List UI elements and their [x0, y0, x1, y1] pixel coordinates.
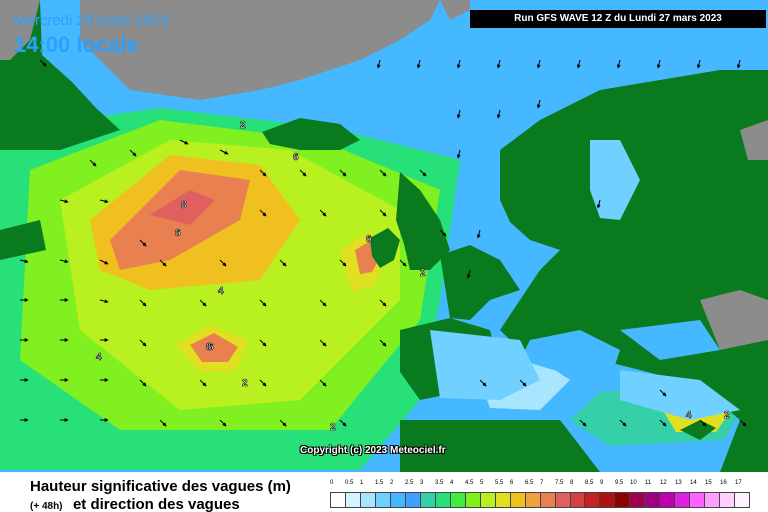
legend-tick: 1 [360, 480, 364, 486]
land [0, 0, 768, 472]
copyright: Copyright (c) 2023 Meteociel.fr [300, 445, 446, 456]
map-title: Hauteur significative des vagues (m) [30, 478, 291, 495]
lead-time: (+ 48h) [30, 501, 63, 512]
subtitle-text: et direction des vagues [72, 496, 240, 512]
contour-label: 4 [218, 286, 224, 297]
contour-label: 6 [208, 342, 214, 353]
footer-panel: Hauteur significative des vagues (m) (+ … [0, 472, 768, 512]
legend-tick: 14 [690, 480, 697, 486]
legend-swatch [645, 493, 661, 507]
ice-regions [0, 0, 768, 350]
legend-tick: 4 [450, 480, 454, 486]
legend-swatch [585, 493, 601, 507]
inland-seas [430, 140, 740, 420]
legend-tick: 2 [390, 480, 394, 486]
legend-bar [330, 492, 750, 508]
legend-swatch [735, 493, 750, 507]
legend-swatch [615, 493, 631, 507]
legend-swatch [405, 493, 421, 507]
legend-tick: 5.5 [495, 480, 504, 486]
legend-tick: 15 [705, 480, 712, 486]
legend-tick: 9.5 [614, 480, 624, 486]
legend-tick: 0 [330, 480, 334, 486]
legend-swatch [435, 493, 451, 507]
legend-swatch [375, 493, 391, 507]
legend-swatch [600, 493, 616, 507]
legend-swatch [555, 493, 571, 507]
legend-tick: 8.5 [585, 480, 594, 486]
contour-label: 6 [175, 228, 181, 239]
run-banner: Run GFS WAVE 12 Z du Lundi 27 mars 2023 [470, 10, 766, 28]
legend-tick: 9 [600, 480, 604, 486]
color-legend: 0 0.5 1 1.5 2 2.5 3 3.5 4 4.5 5 5.5 6 6.5 7 7.5 8 8.5 9 9.5… [330, 480, 750, 510]
legend-swatch [570, 493, 586, 507]
legend-tick: 5 [480, 480, 484, 486]
direction-arrows [19, 59, 747, 427]
contour-label: 6 [293, 152, 299, 163]
legend-swatch [345, 493, 361, 507]
legend-tick: 3.5 [435, 480, 444, 486]
contour-label: 2 [242, 378, 248, 389]
legend-tick: 8 [570, 480, 574, 486]
legend-tick: 3 [420, 480, 424, 486]
legend-tick: 0.5 [345, 480, 354, 486]
legend-swatch [420, 493, 436, 507]
contour-label: 2 [420, 268, 426, 279]
legend-swatch [390, 493, 406, 507]
legend-tick: 17 [735, 480, 742, 486]
legend-tick: 2.5 [405, 480, 414, 486]
contour-label: 6 [206, 342, 212, 353]
legend-tick: 6.5 [525, 480, 534, 486]
legend-swatch [660, 493, 676, 507]
legend-tick: 16 [720, 480, 727, 486]
contour-label: 4 [96, 352, 102, 363]
legend-ticks: 0 0.5 1 1.5 2 2.5 3 3.5 4 4.5 5 5.5 6 6.5 7 7.5 8 8.5 9 9.5… [330, 480, 750, 490]
legend-swatch [495, 493, 511, 507]
legend-tick: 7 [540, 480, 544, 486]
legend-swatch [360, 493, 376, 507]
forecast-time: 14:00 locale [14, 32, 139, 57]
forecast-date: Mercredi 29 mars 2023 [14, 12, 169, 29]
contour-label: 2 [330, 422, 336, 433]
legend-swatch [690, 493, 706, 507]
legend-tick: 4.5 [465, 480, 474, 486]
contour-label: 4 [686, 410, 692, 421]
contour-label: 2 [240, 120, 246, 131]
legend-tick: 6 [510, 480, 514, 486]
contour-label: 6 [366, 234, 372, 245]
legend-tick: 12 [660, 480, 667, 486]
legend-tick: 13 [675, 480, 682, 486]
contour-label: 8 [181, 200, 187, 211]
map-subtitle: (+ 48h) et direction des vagues [30, 496, 240, 512]
legend-tick: 1.5 [375, 480, 384, 486]
legend-swatch [450, 493, 466, 507]
legend-swatch [630, 493, 646, 507]
legend-swatch [331, 493, 346, 507]
legend-swatch [465, 493, 481, 507]
legend-tick: 11 [645, 480, 652, 486]
legend-swatch [525, 493, 541, 507]
legend-swatch [675, 493, 691, 507]
legend-swatch [720, 493, 736, 507]
legend-tick: 10 [630, 480, 637, 486]
legend-swatch [510, 493, 526, 507]
legend-swatch [705, 493, 721, 507]
legend-swatch [540, 493, 556, 507]
legend-tick: 7.5 [555, 480, 564, 486]
legend-swatch [480, 493, 496, 507]
contour-label: 2 [724, 410, 730, 421]
